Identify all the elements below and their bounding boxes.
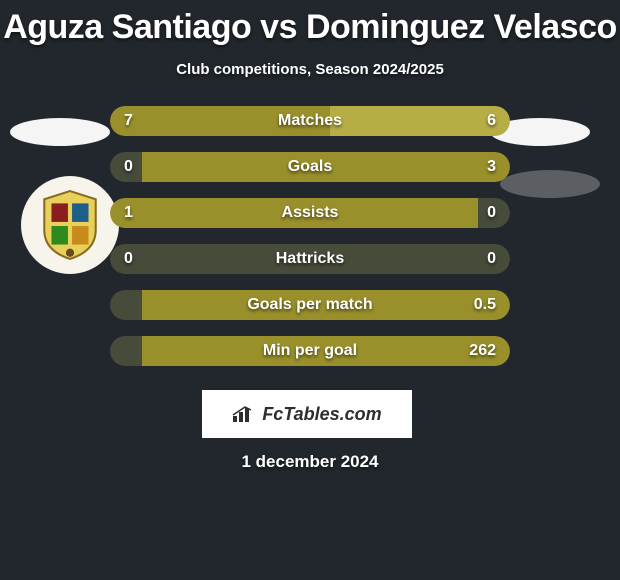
player-right-placeholder-bottom [500, 170, 600, 198]
stat-label: Goals per match [110, 290, 510, 320]
page-title: Aguza Santiago vs Dominguez Velasco [0, 0, 620, 47]
stat-row: 00Hattricks [110, 244, 510, 274]
stat-label: Matches [110, 106, 510, 136]
crest-icon [39, 189, 101, 261]
brand-text: FcTables.com [262, 404, 381, 425]
stat-label: Goals [110, 152, 510, 182]
stat-row: 10Assists [110, 198, 510, 228]
date-text: 1 december 2024 [0, 452, 620, 472]
stat-row: 0.5Goals per match [110, 290, 510, 320]
stat-bars: 76Matches 03Goals 10Assists 00Hattricks 0.5G… [110, 106, 510, 382]
brand-box: FcTables.com [202, 390, 412, 438]
club-crest [21, 176, 119, 274]
page-subtitle: Club competitions, Season 2024/2025 [0, 61, 620, 78]
stat-label: Min per goal [110, 336, 510, 366]
stat-row: 03Goals [110, 152, 510, 182]
stat-label: Assists [110, 198, 510, 228]
player-left-placeholder [10, 118, 110, 146]
brand-icon [232, 405, 258, 423]
stat-row: 76Matches [110, 106, 510, 136]
stat-row: 262Min per goal [110, 336, 510, 366]
stat-label: Hattricks [110, 244, 510, 274]
